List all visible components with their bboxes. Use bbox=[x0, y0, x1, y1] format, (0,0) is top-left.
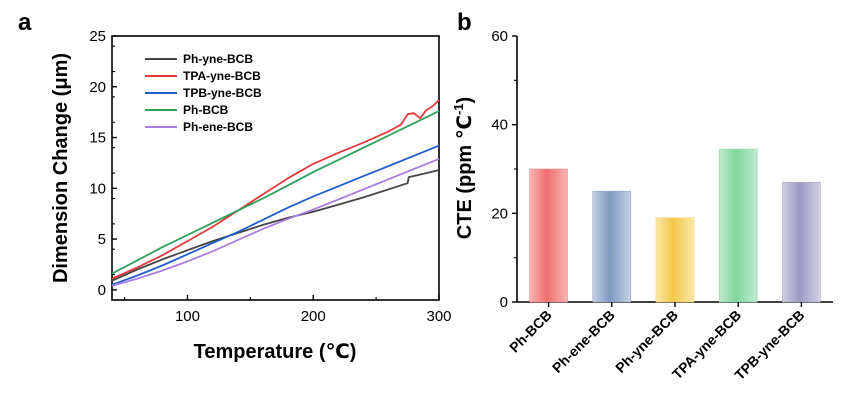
series-line-tpb-yne-bcb bbox=[111, 144, 440, 286]
legend-label-tpa-yne-bcb: TPA-yne-BCB bbox=[183, 69, 261, 83]
line-chart-x-tick-label: 100 bbox=[175, 308, 200, 325]
line-chart-y-axis-title: Dimension Change (μm) bbox=[50, 53, 72, 283]
bar-chart-y-tick-label: 20 bbox=[491, 205, 508, 222]
panel-a-letter: a bbox=[18, 9, 32, 36]
bar-ph-ene-bcb bbox=[592, 190, 631, 303]
line-chart-x-axis-title: Temperature (℃) bbox=[194, 341, 357, 363]
bar-ph-yne-bcb bbox=[655, 217, 695, 303]
line-chart-plot-frame bbox=[111, 35, 440, 301]
series-line-ph-ene-bcb bbox=[111, 158, 440, 287]
line-chart-y-tick-label: 5 bbox=[98, 231, 106, 248]
legend-label-ph-yne-bcb: Ph-yne-BCB bbox=[183, 52, 253, 66]
line-chart-x-tick-label: 300 bbox=[426, 308, 451, 325]
line-chart-x-tick-label: 200 bbox=[301, 308, 326, 325]
bar-chart-y-axis-title-close: ) bbox=[454, 97, 476, 104]
line-chart-y-tick-label: 0 bbox=[98, 282, 106, 299]
line-chart-y-tick-label: 20 bbox=[89, 79, 106, 96]
bar-chart-y-axis-title: CTE (ppm ℃-1) bbox=[451, 97, 476, 239]
bar-chart-y-axis-title-main: CTE (ppm ℃ bbox=[454, 115, 476, 239]
series-line-tpa-yne-bcb bbox=[111, 99, 440, 280]
legend-label-ph-ene-bcb: Ph-ene-BCB bbox=[183, 120, 253, 134]
bar-tpb-yne-bcb bbox=[782, 182, 821, 303]
panel-b-letter: b bbox=[457, 9, 472, 36]
line-chart-y-tick-label: 10 bbox=[89, 180, 106, 197]
bar-chart-y-tick-label: 40 bbox=[491, 117, 508, 134]
bar-chart-y-axis-title-superscript: -1 bbox=[451, 103, 466, 115]
bar-category-label-ph-ene-bcb: Ph-ene-BCB bbox=[549, 307, 618, 376]
bar-category-label-ph-yne-bcb: Ph-yne-BCB bbox=[612, 307, 681, 376]
line-chart-y-tick-label: 15 bbox=[89, 130, 106, 147]
legend-label-ph-bcb: Ph-BCB bbox=[183, 103, 229, 117]
line-chart-y-tick-label: 25 bbox=[89, 28, 106, 45]
line-chart-panel: a 0 5 10 15 20 25 100 200 300 Ph-yne-BCB TPA-yne… bbox=[18, 9, 452, 363]
series-line-ph-bcb bbox=[111, 110, 440, 275]
bar-chart-y-tick-label: 60 bbox=[491, 28, 508, 45]
bar-ph-bcb bbox=[529, 168, 568, 303]
legend-label-tpb-yne-bcb: TPB-yne-BCB bbox=[183, 86, 262, 100]
bar-category-label-ph-bcb: Ph-BCB bbox=[506, 307, 555, 356]
bar-chart-y-tick-label: 0 bbox=[500, 294, 508, 311]
bar-tpa-yne-bcb bbox=[718, 148, 758, 303]
